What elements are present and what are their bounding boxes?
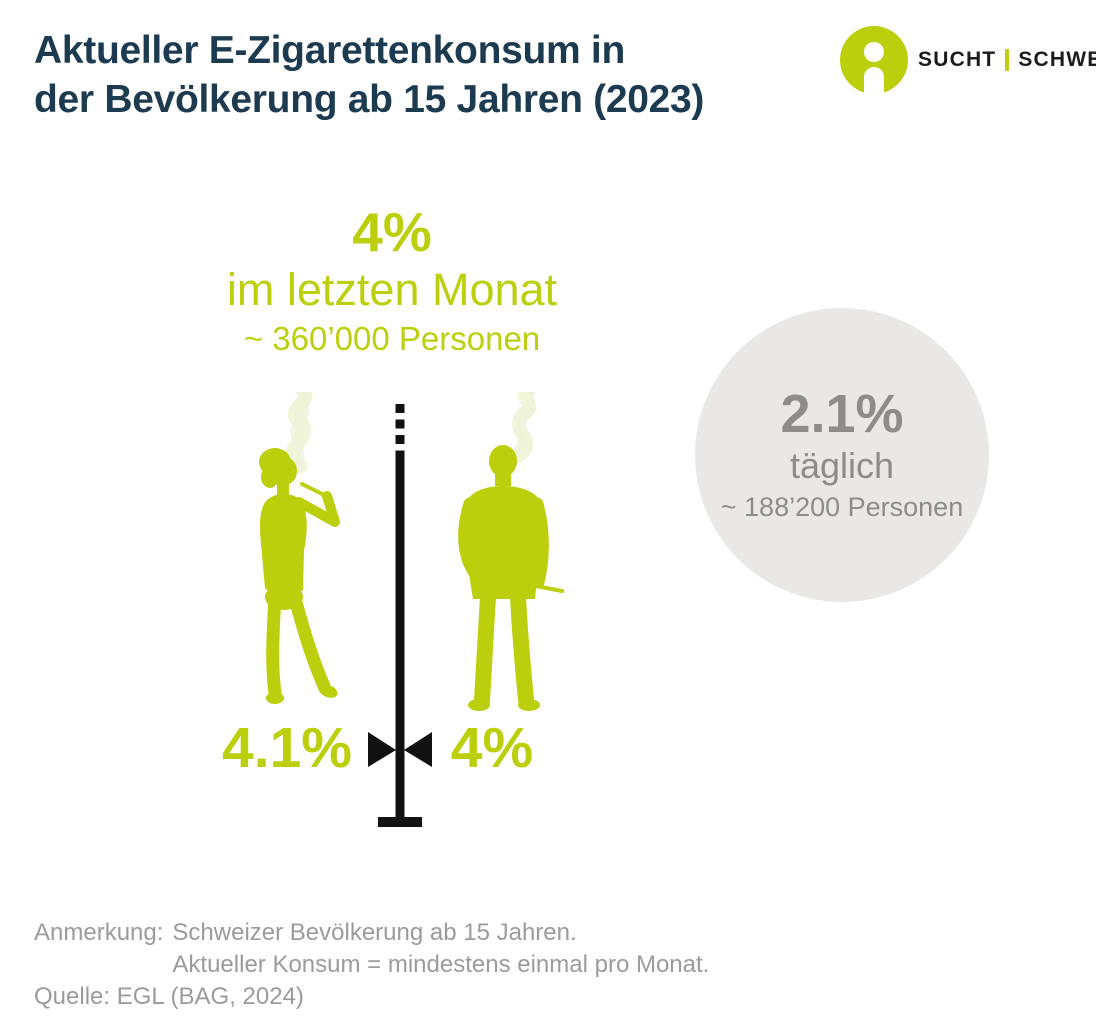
note-label: Anmerkung: [34, 919, 164, 946]
monthly-stat-block: 4% im letzten Monat ~ 360’000 Personen [180, 202, 604, 360]
vapor-icon [285, 392, 313, 474]
page-title-line2: der Bevölkerung ab 15 Jahren (2023) [34, 78, 705, 121]
annotation-block: Anmerkung: Schweizer Bevölkerung ab 15 J… [34, 917, 709, 981]
divider-line-icon [368, 404, 432, 827]
monthly-label: im letzten Monat [226, 264, 558, 315]
person-circle-icon [840, 26, 908, 94]
logo-word2: SCHWEIZ [1018, 48, 1096, 71]
arrow-left-icon [404, 732, 432, 767]
logo-wordmark: SUCHT SCHWEIZ [918, 48, 1096, 72]
page-title: Aktueller E-Zigarettenkonsum in der Bevö… [34, 26, 704, 124]
female-silhouette-icon [259, 392, 340, 704]
monthly-percent: 4% [352, 201, 432, 263]
daily-stat-circle: 2.1% täglich ~ 188’200 Personen [695, 308, 989, 602]
footer-notes: Anmerkung: Schweizer Bevölkerung ab 15 J… [34, 917, 709, 1013]
logo-word1: SUCHT [918, 48, 997, 71]
sucht-schweiz-logo: SUCHT SCHWEIZ [840, 26, 1096, 94]
person-head-shape [864, 42, 884, 62]
daily-percent: 2.1% [780, 384, 904, 444]
ecigarette-icon [534, 584, 564, 593]
female-percent-label: 4.1% [222, 716, 352, 780]
person-body-shape [864, 67, 884, 94]
daily-label: täglich [789, 445, 895, 486]
source-line: Quelle: EGL (BAG, 2024) [34, 983, 304, 1010]
daily-people: ~ 188’200 Personen [720, 492, 964, 522]
ecigarette-icon [300, 482, 332, 500]
note-line1: Schweizer Bevölkerung ab 15 Jahren. [172, 919, 577, 946]
male-silhouette-icon [458, 392, 564, 711]
page-title-line1: Aktueller E-Zigarettenkonsum in [34, 29, 625, 72]
logo-separator-bar [1005, 49, 1010, 71]
vapor-icon [508, 392, 536, 463]
note-line2: Aktueller Konsum = mindestens einmal pro… [172, 951, 710, 978]
male-percent-label: 4% [450, 716, 534, 780]
arrow-right-icon [368, 732, 396, 767]
divider-base-bar [378, 817, 422, 827]
monthly-people: ~ 360’000 Personen [243, 320, 541, 357]
